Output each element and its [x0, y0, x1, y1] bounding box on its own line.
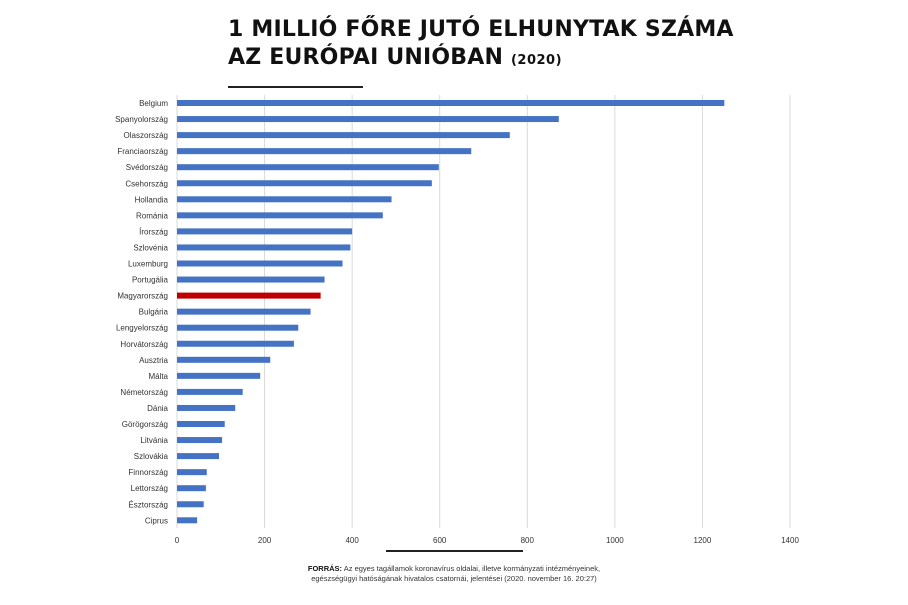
category-label: Bulgária	[139, 308, 169, 317]
title-line-2-text: AZ EURÓPAI UNIÓBAN	[228, 45, 504, 70]
category-label: Portugália	[132, 276, 169, 285]
category-label: Ciprus	[145, 516, 168, 525]
category-label: Dánia	[147, 404, 168, 413]
x-tick-label: 800	[521, 536, 535, 545]
bars	[177, 100, 725, 524]
category-label: Lengyelország	[116, 324, 168, 333]
bar	[177, 196, 392, 203]
source-text-1: Az egyes tagállamok koronavírus oldalai,…	[342, 564, 601, 573]
x-tick-label: 0	[175, 536, 180, 545]
category-label: Lettország	[131, 484, 168, 493]
bar	[177, 404, 236, 411]
category-label: Szlovénia	[133, 243, 168, 252]
category-label: Litvánia	[140, 436, 168, 445]
source-label: FORRÁS:	[307, 564, 343, 573]
category-label: Spanyolország	[115, 115, 168, 124]
title-line-1: 1 MILLIÓ FŐRE JUTÓ ELHUNYTAK SZÁMA	[228, 17, 734, 42]
category-labels: Belgium Spanyolország Olaszország Franciaor…	[115, 99, 168, 525]
category-label: Görögország	[122, 420, 168, 429]
bar	[177, 260, 343, 267]
chart-title: 1 MILLIÓ FŐRE JUTÓ ELHUNYTAK SZÁMA AZ EU…	[228, 16, 734, 75]
category-label: Franciaország	[117, 147, 168, 156]
x-tick-label: 200	[258, 536, 272, 545]
category-label: Hollandia	[135, 195, 169, 204]
bar	[177, 437, 223, 444]
bar	[177, 501, 204, 508]
bar	[177, 228, 353, 235]
source-text-2: egészségügyi hatóságának hivatalos csato…	[311, 574, 597, 583]
title-year: (2020)	[510, 53, 563, 68]
bar	[177, 132, 510, 139]
category-label: Finnország	[128, 468, 168, 477]
bar	[177, 324, 299, 331]
bar	[177, 164, 439, 171]
category-label: Svédország	[126, 163, 168, 172]
bar	[177, 340, 294, 347]
category-label: Olaszország	[124, 131, 168, 140]
bar	[177, 356, 271, 363]
category-label: Belgium	[139, 99, 168, 108]
category-label: Magyarország	[117, 292, 168, 301]
bar	[177, 244, 351, 251]
category-label: Szlovákia	[134, 452, 169, 461]
category-label: Románia	[136, 211, 169, 220]
category-label: Észtország	[128, 500, 168, 509]
x-axis-ticks: 0 200 400 600 800 1000 1200 1400	[175, 536, 800, 545]
x-tick-label: 1400	[781, 536, 799, 545]
x-tick-label: 1000	[606, 536, 624, 545]
source-note: FORRÁS: Az egyes tagállamok koronavírus …	[254, 564, 654, 584]
bar	[177, 212, 383, 219]
category-label: Horvátország	[120, 340, 168, 349]
x-tick-label: 600	[433, 536, 447, 545]
bar	[177, 517, 198, 524]
title-line-2: AZ EURÓPAI UNIÓBAN (2020)	[228, 44, 734, 75]
bar	[177, 372, 261, 379]
bar	[177, 453, 220, 460]
bar	[177, 469, 207, 476]
bar-highlighted	[177, 292, 321, 299]
bar-chart: Belgium Spanyolország Olaszország Franciaor…	[115, 95, 800, 545]
bar	[177, 148, 472, 155]
bar	[177, 180, 432, 187]
bar	[177, 421, 225, 427]
bar	[177, 100, 725, 106]
bar	[177, 276, 325, 283]
category-label: Luxemburg	[128, 260, 168, 269]
title-underline	[228, 86, 363, 88]
bar	[177, 116, 559, 123]
x-tick-label: 1200	[694, 536, 712, 545]
category-label: Ausztria	[139, 356, 168, 365]
x-tick-label: 400	[345, 536, 359, 545]
bar	[177, 388, 243, 395]
category-label: Németország	[120, 388, 168, 397]
category-label: Málta	[148, 372, 168, 381]
bar	[177, 485, 206, 492]
footer-divider	[386, 550, 523, 552]
category-label: Csehország	[125, 179, 168, 188]
bar	[177, 308, 311, 315]
category-label: Írország	[139, 227, 168, 236]
